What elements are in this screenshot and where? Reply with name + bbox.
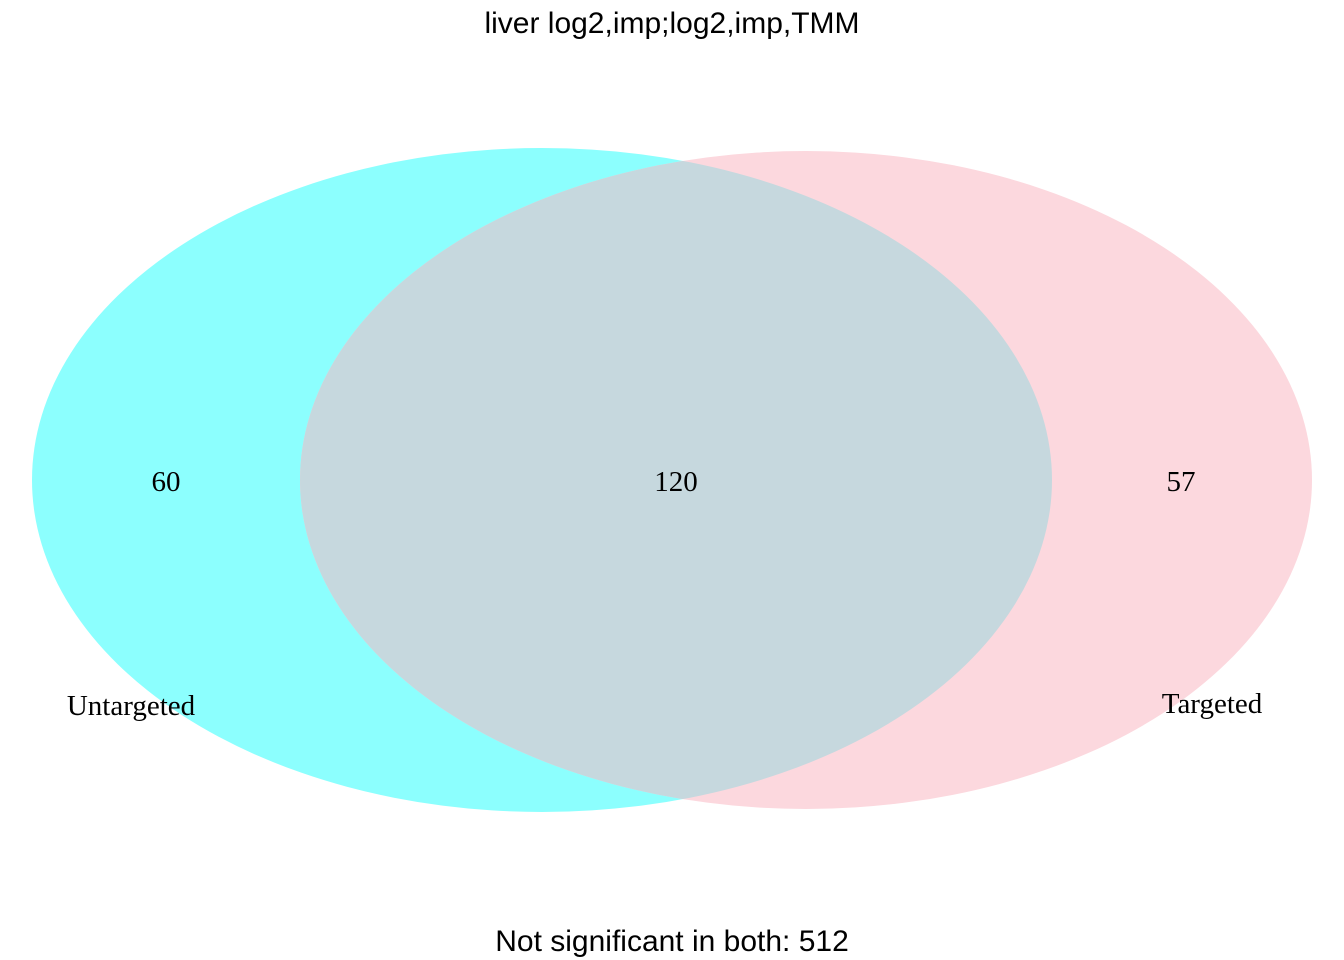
untargeted-only-count: 60 <box>152 466 181 498</box>
intersection-region <box>300 151 1052 809</box>
not-significant-note: Not significant in both: 512 <box>495 925 849 958</box>
chart-title: liver log2,imp;log2,imp,TMM <box>484 7 859 40</box>
intersection-count: 120 <box>654 466 698 498</box>
set-label-targeted: Targeted <box>1162 688 1263 720</box>
set-label-untargeted: Untargeted <box>67 690 196 722</box>
targeted-only-count: 57 <box>1167 466 1196 498</box>
